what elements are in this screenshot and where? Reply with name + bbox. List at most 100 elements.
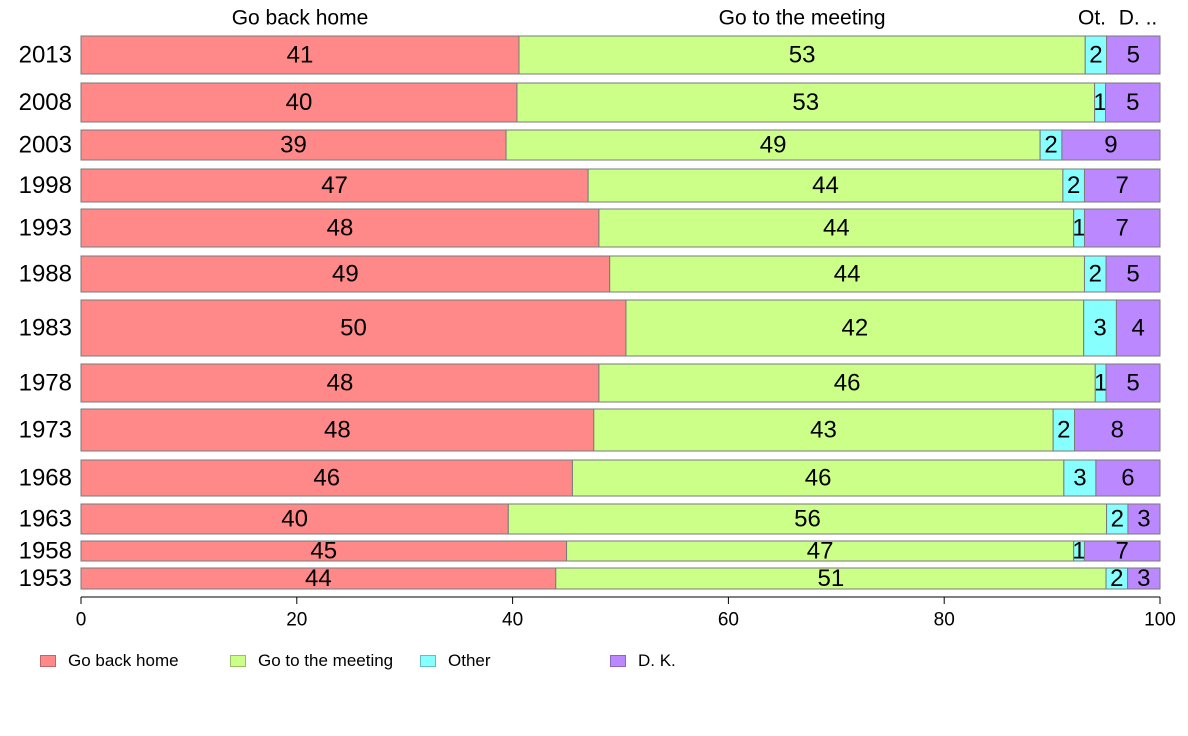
bar-segment [1105,82,1161,123]
bar-segment [505,129,1041,161]
data-label: 2 [1110,565,1123,592]
category-label: 1988 [19,261,72,288]
data-label: 47 [321,172,348,199]
data-label: 8 [1111,417,1124,444]
data-label: 3 [1073,465,1086,492]
bar-segment [80,299,627,357]
bar-segment [1063,459,1097,497]
data-label: 40 [281,506,308,533]
bar-segment [516,82,1096,123]
category-label: 1958 [19,538,72,565]
data-label: 46 [834,370,861,397]
bar-segment [1127,503,1161,535]
bar-segment [507,503,1108,535]
x-tick-label: 60 [718,610,739,631]
x-tick-label: 20 [286,610,307,631]
legend-swatch [40,655,56,667]
data-label: 48 [327,215,354,242]
top-column-label: Ot. [1078,7,1106,30]
data-label: 5 [1127,42,1140,69]
legend-item-dk: D. K. [610,651,676,671]
bar-segment [598,208,1075,248]
legend: Go back home Go to the meeting Other D. … [0,651,1188,673]
bar-segment [80,459,573,497]
x-tick-label: 40 [502,610,523,631]
bar-segment [1106,35,1161,75]
data-label: 4 [1132,315,1145,342]
category-label: 1963 [19,506,72,533]
category-label: 1953 [19,565,72,592]
data-label: 5 [1126,89,1139,116]
legend-item-other: Other [420,651,491,671]
bar-segment [80,255,611,293]
data-label: 44 [823,215,850,242]
data-label: 44 [305,565,332,592]
data-label: 40 [286,89,313,116]
data-label: 53 [789,42,816,69]
category-label: 2013 [19,42,72,69]
data-label: 2 [1044,132,1057,159]
data-label: 6 [1121,465,1134,492]
bar-segment [1083,208,1161,248]
legend-item-go-back-home: Go back home [40,651,179,671]
bar-segment [609,255,1085,293]
data-label: 5 [1126,261,1139,288]
legend-swatch [230,655,246,667]
bar-segment [1115,299,1161,357]
bar-segment [1083,299,1117,357]
bar-segment [1074,408,1161,452]
data-label: 53 [792,89,819,116]
bar-segment [80,363,600,403]
x-tick-label: 100 [1144,610,1176,631]
data-label: 3 [1093,315,1106,342]
data-label: 7 [1116,172,1129,199]
data-label: 42 [841,315,868,342]
legend-label: Other [448,651,491,670]
data-label: 1 [1094,370,1107,397]
legend-swatch [610,655,626,667]
legend-swatch [420,655,436,667]
bar-segment [1127,567,1161,590]
bar-segment [587,168,1064,203]
bar-segment [80,82,518,123]
data-label: 3 [1137,565,1150,592]
x-tick-label: 0 [76,610,87,631]
data-label: 50 [340,315,367,342]
category-label: 1993 [19,215,72,242]
data-label: 49 [760,132,787,159]
category-label: 1998 [19,172,72,199]
category-label: 2003 [19,132,72,159]
data-label: 48 [327,370,354,397]
data-label: 7 [1116,538,1129,565]
data-label: 2 [1089,42,1102,69]
data-label: 1 [1072,538,1085,565]
legend-label: Go to the meeting [258,651,394,670]
bar-segment [593,408,1054,452]
bar-segment [80,168,589,203]
data-label: 1 [1072,215,1085,242]
data-label: 48 [324,417,351,444]
bar-segment [571,459,1065,497]
top-column-label: Go to the meeting [719,7,886,30]
data-label: 2 [1089,261,1102,288]
bar-segment [598,363,1096,403]
bar-segment [80,408,595,452]
data-label: 41 [287,42,314,69]
data-label: 46 [313,465,340,492]
data-label: 39 [280,132,307,159]
bar-segment [1095,459,1161,497]
bar-segment [1083,168,1161,203]
legend-item-go-to-the-meeting: Go to the meeting [230,651,393,671]
category-label: 1983 [19,315,72,342]
category-label: 2008 [19,89,72,116]
data-label: 44 [834,261,861,288]
bar-segment [80,208,600,248]
data-label: 45 [310,538,337,565]
bar-segment [1061,129,1161,161]
bar-segment [625,299,1085,357]
data-label: 51 [818,565,845,592]
category-label: 1968 [19,465,72,492]
data-label: 7 [1116,215,1129,242]
data-label: 43 [810,417,837,444]
